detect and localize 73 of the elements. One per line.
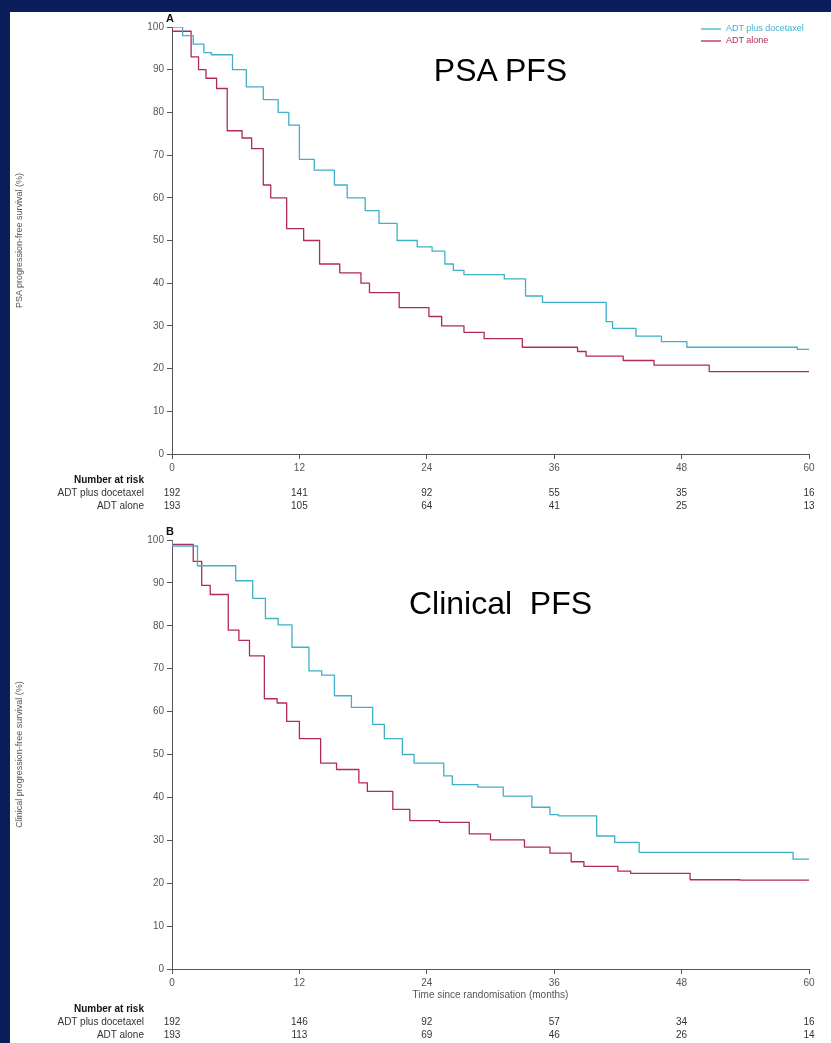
x-tick-label: 0: [169, 461, 176, 473]
y-tick-label: 100: [147, 533, 165, 545]
x-tick-label: 0: [169, 976, 176, 988]
text: 41: [548, 499, 561, 511]
x-axis-title: Time since randomisation (months): [412, 988, 569, 1000]
x-tick-label: 12: [293, 976, 306, 988]
x-tick-label: 12: [293, 461, 306, 473]
y-tick-label: 40: [152, 276, 165, 288]
text: 141: [291, 486, 309, 498]
text: ADT alone: [96, 1028, 145, 1040]
text: 193: [163, 499, 181, 511]
x-tick-label: 48: [676, 461, 688, 473]
chart-subtitle: A: [166, 11, 174, 24]
y-tick-label: 80: [152, 106, 165, 118]
text: 13: [803, 499, 815, 511]
legend-label: ADT alone: [725, 35, 769, 46]
x-tick-label: 36: [548, 461, 561, 473]
text: Number at risk: [73, 473, 145, 485]
text: 26: [676, 1028, 688, 1040]
text: 64: [421, 499, 433, 511]
y-tick-label: 30: [152, 834, 165, 846]
y-tick-label: 90: [152, 576, 165, 588]
text: 105: [291, 499, 309, 511]
y-tick-label: 70: [152, 662, 165, 674]
text: ADT plus docetaxel: [57, 1015, 144, 1027]
x-tick-label: 24: [421, 976, 433, 988]
text: 16: [803, 486, 815, 498]
y-tick-label: 60: [152, 705, 165, 717]
y-tick-label: 20: [152, 876, 165, 888]
y-tick-label: 20: [152, 362, 165, 374]
text: 193: [163, 1028, 181, 1040]
y-tick-label: 10: [152, 919, 165, 931]
y-tick-label: 90: [152, 63, 165, 75]
text: 69: [421, 1028, 433, 1040]
text: 14: [803, 1028, 815, 1040]
y-tick-label: 100: [147, 20, 165, 32]
text: 192: [163, 486, 181, 498]
y-tick-label: 0: [158, 447, 165, 459]
y-axis-title: Clinical progression-free survival (%): [13, 681, 24, 828]
text: 92: [421, 1015, 433, 1027]
x-tick-label: 60: [803, 976, 815, 988]
y-tick-label: 50: [152, 234, 165, 246]
y-tick-label: 10: [152, 405, 165, 417]
text: 92: [421, 486, 433, 498]
y-tick-label: 80: [152, 619, 165, 631]
chart-subtitle: B: [166, 524, 174, 537]
text: 192: [163, 1015, 181, 1027]
y-tick-label: 60: [152, 191, 165, 203]
text: PSA PFS: [433, 51, 568, 88]
text: 46: [548, 1028, 561, 1040]
x-tick-label: 60: [803, 461, 815, 473]
text: 146: [291, 1015, 309, 1027]
text: ADT plus docetaxel: [57, 486, 144, 498]
text: 57: [548, 1015, 561, 1027]
text: ADT alone: [96, 499, 145, 511]
text: 34: [676, 1015, 688, 1027]
text: 16: [803, 1015, 815, 1027]
text: Clinical PFS: [408, 584, 593, 621]
y-tick-label: 40: [152, 791, 165, 803]
text: 55: [548, 486, 561, 498]
legend-label: ADT plus docetaxel: [725, 23, 804, 34]
y-tick-label: 70: [152, 148, 165, 160]
text: 25: [676, 499, 688, 511]
x-tick-label: 24: [421, 461, 433, 473]
y-tick-label: 0: [158, 962, 165, 974]
x-tick-label: 36: [548, 976, 561, 988]
y-tick-label: 50: [152, 748, 165, 760]
text: Number at risk: [73, 1002, 145, 1014]
text: 35: [676, 486, 688, 498]
y-tick-label: 30: [152, 319, 165, 331]
y-axis-title: PSA progression-free survival (%): [13, 172, 24, 309]
x-tick-label: 48: [676, 976, 688, 988]
text: 113: [291, 1028, 308, 1040]
